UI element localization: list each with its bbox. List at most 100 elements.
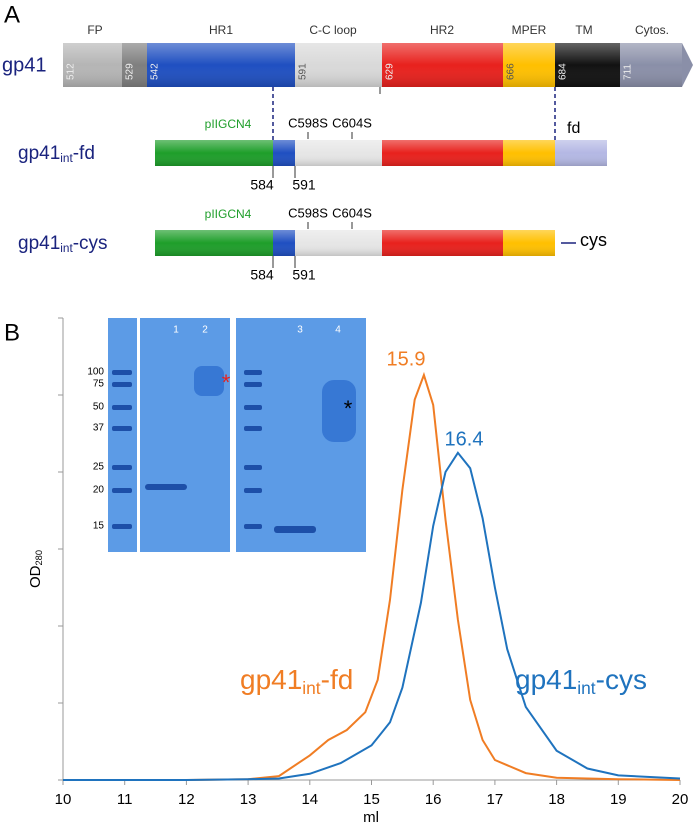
gel-smear [322, 380, 356, 442]
segment-shine [382, 140, 503, 166]
domain-arrow [682, 43, 693, 87]
segment-shine [382, 230, 503, 256]
marker-label: 591 [292, 267, 316, 283]
marker-label: 591 [292, 177, 316, 193]
x-tick-label: 10 [55, 791, 72, 808]
text-base: gp41 [515, 664, 577, 695]
domain-shine [63, 43, 122, 87]
marker-label: 584 [250, 267, 274, 283]
y-axis-label: OD280 [27, 550, 44, 588]
mw-label: 15 [93, 521, 105, 532]
segment-shine [295, 140, 382, 166]
residue-number: 512 [66, 63, 77, 80]
lane-label: 3 [297, 325, 303, 336]
domain-label: MPER [512, 23, 547, 37]
gel-band [274, 526, 316, 533]
construct-name: gp41int-fd [18, 143, 95, 165]
ladder-band [112, 426, 132, 431]
ladder-band [244, 488, 262, 493]
mw-label: 25 [93, 462, 105, 473]
x-tick-label: 19 [610, 791, 627, 808]
x-tick-label: 16 [425, 791, 442, 808]
text-sub: int [60, 152, 73, 165]
ladder-band [244, 382, 262, 387]
marker-label: 584 [250, 177, 274, 193]
x-tick-label: 14 [301, 791, 318, 808]
lane-label: 2 [202, 325, 208, 336]
ladder-band [244, 426, 262, 431]
residue-number: 684 [558, 63, 569, 80]
domain-shine [147, 43, 295, 87]
ladder-band [112, 465, 132, 470]
domain-shine [122, 43, 147, 87]
domain-label: FP [87, 23, 102, 37]
domain-label: HR2 [430, 23, 454, 37]
residue-number: 529 [125, 63, 136, 80]
text-sub: int [60, 242, 73, 255]
domain-shine [382, 43, 503, 87]
segment-shine [273, 140, 295, 166]
panel-label: A [4, 1, 20, 28]
domain-shine [555, 43, 620, 87]
text-sub: int [302, 678, 321, 698]
ladder-band [112, 370, 132, 375]
gel-smear [194, 366, 224, 396]
x-tick-label: 12 [178, 791, 195, 808]
residue-number: 542 [150, 63, 161, 80]
mutation-label: C604S [332, 205, 372, 220]
construct-name: gp41int-cys [18, 233, 108, 255]
domain-shine [295, 43, 382, 87]
mw-label: 50 [93, 402, 105, 413]
segment-shine [295, 230, 382, 256]
segment-shine [503, 140, 555, 166]
domain-shine [620, 43, 682, 87]
ladder-band [112, 488, 132, 493]
text-base: gp41 [18, 143, 60, 164]
text-suffix: -cys [73, 233, 108, 254]
segment-shine [555, 140, 607, 166]
residue-number: 666 [506, 63, 517, 80]
text-suffix: -cys [596, 664, 647, 695]
residue-number: 591 [298, 63, 309, 80]
domain-label: C-C loop [309, 23, 357, 37]
ladder-band [244, 405, 262, 410]
ladder-band [244, 465, 262, 470]
ladder-band [112, 524, 132, 529]
mw-label: 75 [93, 379, 105, 390]
x-tick-label: 15 [363, 791, 380, 808]
lane-label: 4 [335, 325, 341, 336]
domain-label: HR1 [209, 23, 233, 37]
series-line [63, 371, 681, 781]
mutation-label: C598S [288, 115, 328, 130]
domain-shine [503, 43, 555, 87]
fusion-label: pIIGCN4 [205, 207, 252, 221]
segment-shine [155, 230, 273, 256]
panel-label: B [4, 319, 20, 346]
gel-gap [230, 318, 236, 552]
ladder-band [244, 370, 262, 375]
mw-label: 100 [87, 367, 104, 378]
gel-band [145, 484, 187, 490]
domain-label: TM [575, 23, 592, 37]
protein-name: gp41 [2, 54, 47, 76]
gel-star: * [344, 396, 353, 421]
x-tick-label: 13 [240, 791, 257, 808]
mw-label: 37 [93, 423, 105, 434]
fusion-label: pIIGCN4 [205, 117, 252, 131]
segment-shine [155, 140, 273, 166]
residue-number: 711 [623, 64, 634, 80]
lane-label: 1 [173, 325, 179, 336]
ladder-band [112, 405, 132, 410]
segment-shine [503, 230, 555, 256]
legend-label: gp41int-fd [240, 664, 353, 697]
series-line [63, 451, 681, 781]
x-tick-label: 18 [548, 791, 565, 808]
tag-label: fd [567, 120, 580, 137]
residue-number: 629 [385, 63, 396, 80]
text-base: gp41 [240, 664, 302, 695]
text-suffix: -fd [321, 664, 354, 695]
text-sub: 280 [34, 550, 44, 566]
ladder-band [112, 382, 132, 387]
x-tick-label: 20 [672, 791, 689, 808]
